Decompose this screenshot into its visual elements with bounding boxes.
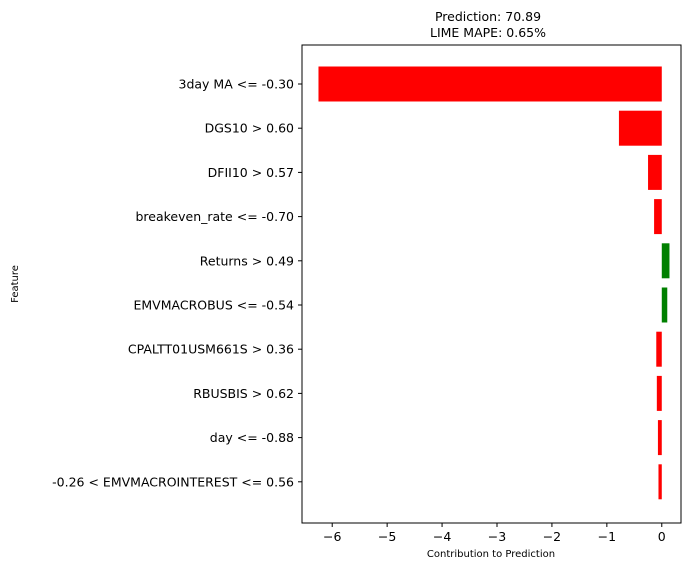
bar-6 <box>656 331 662 367</box>
x-tick-label: −2 <box>543 529 561 544</box>
bar-9 <box>658 464 662 500</box>
x-tick-label: −4 <box>433 529 451 544</box>
bar-0 <box>318 66 662 102</box>
plot-frame <box>301 44 682 524</box>
chart-title: Prediction: 70.89 <box>435 9 541 24</box>
y-tick-label: -0.26 < EMVMACROINTEREST <= 0.56 <box>52 474 294 489</box>
bar-8 <box>657 420 662 456</box>
y-tick-label: RBUSBIS > 0.62 <box>193 386 294 401</box>
y-tick-label: DGS10 > 0.60 <box>205 121 294 136</box>
y-axis-label: Feature <box>10 265 21 303</box>
x-tick-label: −1 <box>598 529 616 544</box>
x-tick-label: −6 <box>323 529 341 544</box>
x-tick-label: −3 <box>488 529 506 544</box>
y-tick-label: DFII10 > 0.57 <box>208 165 294 180</box>
x-tick-label: −5 <box>378 529 396 544</box>
y-tick-label: day <= -0.88 <box>210 430 294 445</box>
bar-4 <box>661 243 670 279</box>
x-axis-label: Contribution to Prediction <box>427 549 555 560</box>
y-tick-label: EMVMACROBUS <= -0.54 <box>134 298 295 313</box>
y-tick-label: Returns > 0.49 <box>200 253 294 268</box>
x-tick-label: 0 <box>658 529 666 544</box>
plot-area: 3day MA <= -0.30 DGS10 > 0.60 DFII10 > 0.5… <box>52 66 670 544</box>
bar-1 <box>618 110 662 146</box>
y-tick-label: 3day MA <= -0.30 <box>179 77 295 92</box>
bar-5 <box>661 287 668 323</box>
bar-3 <box>654 199 662 235</box>
chart-subtitle: LIME MAPE: 0.65% <box>430 25 546 40</box>
y-tick-label: breakeven_rate <= -0.70 <box>135 209 294 224</box>
y-tick-label: CPALTT01USM661S > 0.36 <box>128 342 294 357</box>
bar-2 <box>648 154 662 190</box>
bar-7 <box>656 375 662 411</box>
